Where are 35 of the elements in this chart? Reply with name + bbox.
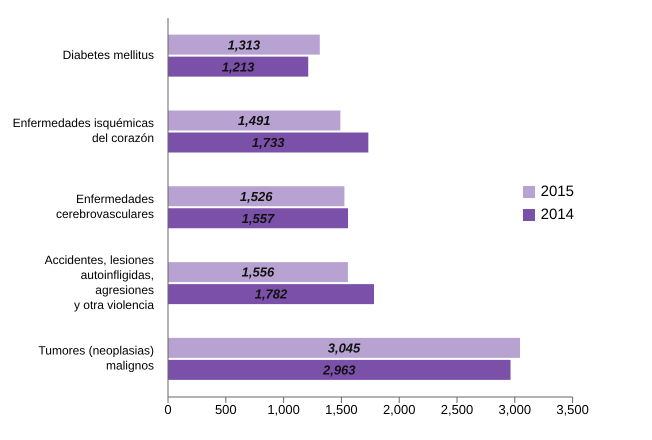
x-tick-label: 3,000 [498, 402, 532, 418]
data-label: 1,526 [240, 188, 274, 204]
y-tick-label: Enfermedades isquémicas del corazón [12, 116, 154, 146]
x-tick-label: 0 [164, 402, 172, 418]
x-tick-label: 2,500 [440, 402, 474, 418]
data-label: 1,313 [228, 37, 261, 52]
bar [168, 262, 348, 282]
data-label: 1,556 [242, 264, 275, 280]
x-tick-label: 3,500 [556, 402, 589, 418]
data-label: 1,491 [238, 113, 270, 128]
y-tick-label: Diabetes mellitus [62, 48, 154, 62]
x-tick-label: 1,500 [325, 402, 358, 418]
bar [168, 110, 340, 130]
data-label: 1,782 [254, 286, 288, 302]
legend-label: 2014 [540, 206, 574, 223]
data-label: 1,733 [252, 135, 286, 150]
x-tick-label: 2,000 [382, 402, 416, 418]
data-label: 1,213 [222, 59, 256, 74]
data-label: 1,557 [242, 210, 276, 226]
legend-label: 2015 [540, 183, 574, 200]
bar [168, 338, 520, 358]
bar [168, 132, 368, 152]
y-tick-label: Tumores (neoplasias) malignos [38, 344, 154, 373]
x-tick-label: 1,000 [267, 402, 300, 418]
bar [168, 360, 511, 380]
bar [168, 56, 308, 77]
bar [168, 208, 348, 228]
y-tick-label: Accidentes, lesiones autoinfligidas, agresiones y otra violencia [44, 252, 154, 312]
bar [168, 34, 320, 55]
data-label: 3,045 [328, 340, 362, 356]
bar [168, 186, 344, 206]
y-tick-label: Enfermedades cerebrovasculares [56, 192, 154, 222]
bar [168, 284, 374, 304]
x-tick-label: 500 [214, 402, 237, 418]
data-label: 2,963 [322, 362, 356, 378]
